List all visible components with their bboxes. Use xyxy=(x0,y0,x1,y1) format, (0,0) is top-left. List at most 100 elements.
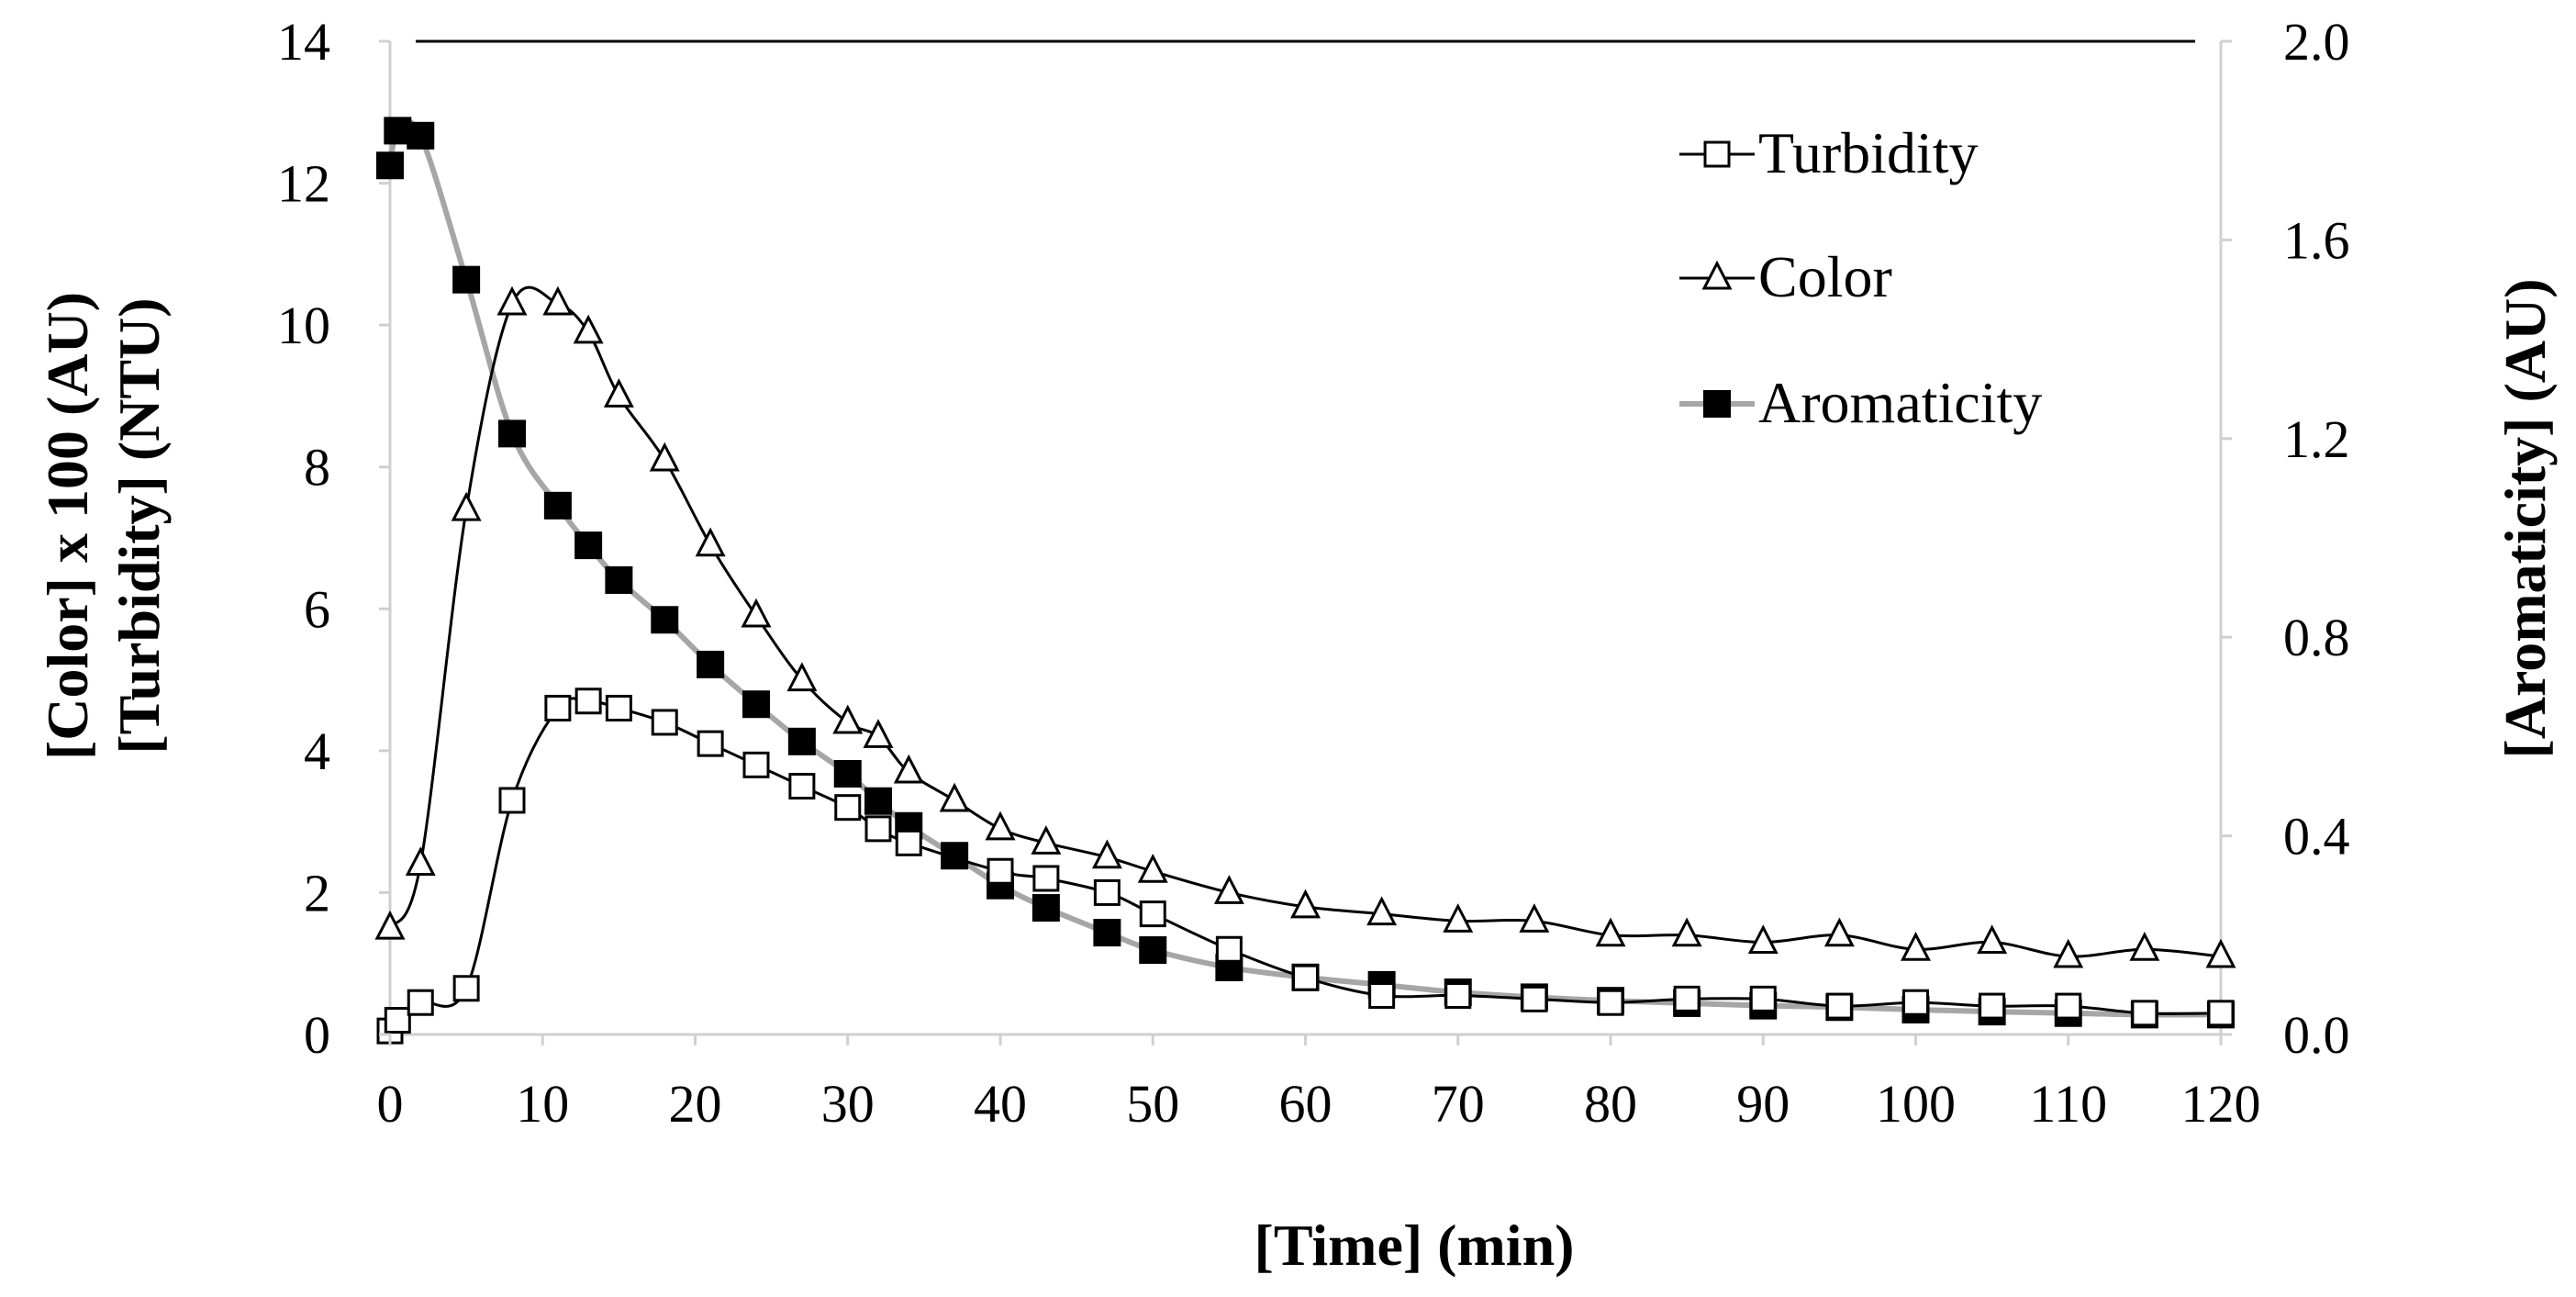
y-left-tick-label: 12 xyxy=(277,154,330,214)
point-aromaticity xyxy=(574,531,603,560)
y-left-tick-label: 6 xyxy=(304,579,330,639)
point-turbidity xyxy=(384,1007,411,1034)
x-tick-label: 100 xyxy=(1876,1074,1956,1134)
point-color xyxy=(1595,917,1626,947)
point-turbidity xyxy=(1749,985,1777,1012)
point-color xyxy=(1290,889,1321,919)
legend-item-aromaticity: Aromaticity xyxy=(1679,370,2042,435)
point-color xyxy=(1213,875,1244,904)
point-turbidity xyxy=(1673,985,1701,1012)
point-turbidity xyxy=(407,989,434,1016)
y-right-tick-label: 1.2 xyxy=(2283,409,2350,469)
x-tick-label: 70 xyxy=(1432,1074,1485,1134)
y-right-tick-label: 0.8 xyxy=(2283,608,2350,667)
point-turbidity xyxy=(574,688,602,715)
point-color xyxy=(832,704,864,734)
legend-label-turbidity: Turbidity xyxy=(1758,120,1979,185)
legend-item-turbidity: Turbidity xyxy=(1679,120,1979,185)
point-color xyxy=(1091,839,1122,869)
point-turbidity xyxy=(895,829,922,856)
point-color xyxy=(741,598,772,628)
y-right-axis-title-text: [Aromaticity] (AU) xyxy=(2492,278,2558,758)
point-turbidity xyxy=(864,815,892,843)
x-tick-label: 30 xyxy=(821,1074,875,1134)
point-turbidity xyxy=(1368,981,1396,1009)
x-tick-label: 120 xyxy=(2181,1074,2261,1134)
point-aromaticity xyxy=(833,759,862,788)
x-tick-label: 90 xyxy=(1736,1074,1790,1134)
point-color xyxy=(939,782,970,812)
point-turbidity xyxy=(2055,992,2082,1020)
x-tick-label: 20 xyxy=(669,1074,722,1134)
x-axis-title: [Time] (min) xyxy=(1255,1213,1575,1278)
ticks-layer: 0 10 20 30 40 50 60 70 80 90 100 110 120 0 2 4 6 8 10 12 14 0… xyxy=(277,12,2350,1134)
y-left-tick-label: 4 xyxy=(304,721,330,781)
point-turbidity xyxy=(697,730,724,757)
point-turbidity xyxy=(1032,865,1060,892)
y-right-tick-label: 0.4 xyxy=(2283,807,2350,867)
point-color xyxy=(496,285,528,316)
legend-marker-turbidity xyxy=(1703,140,1731,168)
y-left-tick-label: 2 xyxy=(304,863,330,922)
point-color xyxy=(649,442,680,472)
point-color xyxy=(374,910,406,940)
point-aromaticity xyxy=(376,151,404,180)
point-turbidity xyxy=(1093,878,1121,906)
point-color xyxy=(405,846,436,877)
y-left-axis-title-line-1: [Color] x 100 (AU) xyxy=(35,292,100,760)
point-color xyxy=(451,491,482,521)
x-tick-label: 110 xyxy=(2029,1074,2107,1134)
point-turbidity xyxy=(605,694,632,721)
series-turbidity xyxy=(376,688,2235,1045)
point-color xyxy=(1366,896,1398,926)
point-color xyxy=(1823,917,1855,947)
point-aromaticity xyxy=(498,419,526,448)
point-turbidity xyxy=(1902,989,1929,1016)
point-turbidity xyxy=(987,857,1014,885)
y-left-tick-label: 14 xyxy=(277,12,330,72)
y-left-tick-label: 8 xyxy=(304,438,330,498)
point-color xyxy=(542,285,574,316)
x-tick-label: 80 xyxy=(1584,1074,1637,1134)
point-color xyxy=(1137,853,1168,883)
point-aromaticity xyxy=(384,117,412,145)
point-aromaticity xyxy=(452,265,481,294)
point-turbidity xyxy=(788,773,816,799)
point-aromaticity xyxy=(941,842,969,870)
point-aromaticity xyxy=(1139,936,1167,965)
x-tick-label: 10 xyxy=(516,1074,569,1134)
point-color xyxy=(985,811,1016,841)
point-aromaticity xyxy=(543,491,572,520)
point-color xyxy=(573,314,604,344)
point-aromaticity xyxy=(1093,919,1121,947)
point-turbidity xyxy=(1139,900,1166,928)
point-aromaticity xyxy=(651,606,679,634)
plot-frame xyxy=(388,39,2223,1036)
point-aromaticity xyxy=(407,121,435,150)
point-color xyxy=(1671,917,1702,947)
x-tick-label: 0 xyxy=(377,1074,404,1134)
point-turbidity xyxy=(2207,1000,2235,1027)
point-color xyxy=(863,719,894,748)
point-color xyxy=(1977,924,2008,955)
y-left-axis-title: [Color] x 100 (AU) [Turbidity] (NTU) xyxy=(35,292,172,760)
point-turbidity xyxy=(544,694,572,721)
point-aromaticity xyxy=(742,690,770,719)
point-turbidity xyxy=(1444,981,1472,1009)
point-turbidity xyxy=(1979,992,2006,1020)
y-right-tick-label: 1.6 xyxy=(2283,210,2350,270)
legend-marker-color xyxy=(1701,260,1733,290)
x-tick-label: 50 xyxy=(1126,1074,1179,1134)
point-aromaticity xyxy=(697,650,725,678)
legend-marker-aromaticity xyxy=(1703,390,1731,418)
point-turbidity xyxy=(452,975,480,1002)
point-color xyxy=(695,527,726,557)
point-turbidity xyxy=(498,787,526,814)
x-tick-label: 40 xyxy=(974,1074,1027,1134)
y-right-tick-label: 0.0 xyxy=(2283,1005,2350,1065)
point-turbidity xyxy=(1521,985,1548,1012)
point-color xyxy=(1747,924,1779,955)
point-turbidity xyxy=(651,709,678,736)
point-color xyxy=(2053,938,2084,968)
